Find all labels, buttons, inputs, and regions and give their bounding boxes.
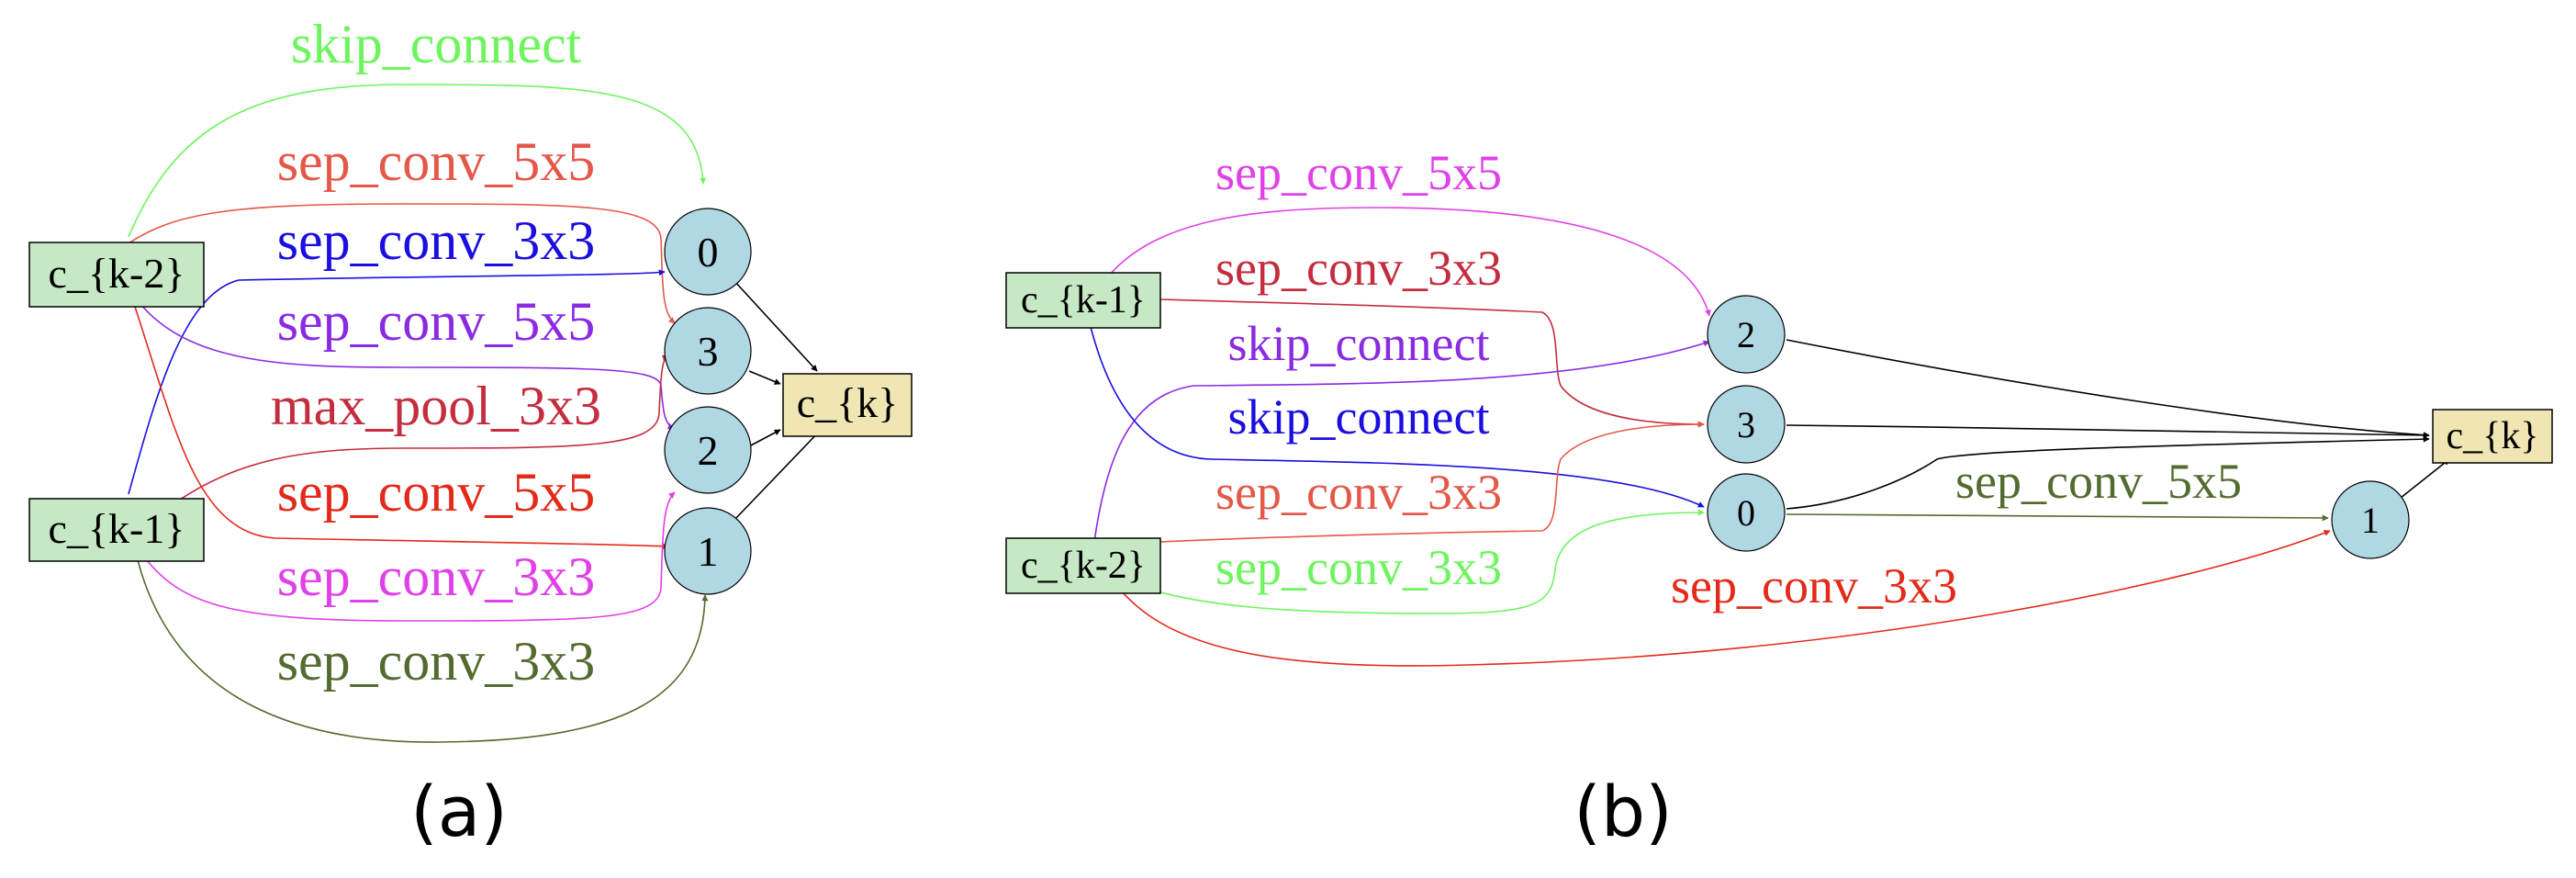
edge-b-sep-conv-3x3-ck2-to-0 [1134,509,1705,614]
edge-label-b-sep-conv-3x3-5: sep_conv_3x3 [1215,540,1502,595]
edge-label-a-max-pool-3x3-4: max_pool_3x3 [271,376,601,436]
edge-a-sep-conv-3x3-ck1-to-1 [137,559,709,743]
edge-a-sep-conv-5x5-ck2-to-2 [128,287,675,430]
edge-label-a-sep-conv-5x5-3: sep_conv_5x5 [277,291,596,352]
op-node-label-a-3: 3 [698,328,719,375]
edge-a-sep-conv-5x5-ck2-to-1 [128,287,669,550]
edge-a-sep-conv-3x3-ck1-to-0 [128,269,666,495]
edge-label-b-sep-conv-5x5-0: sep_conv_5x5 [1215,145,1502,200]
op-node-a-2: 2 [664,406,752,494]
caption-a: (a) [410,771,508,852]
edge-label-b-sep-conv-3x3-7: sep_conv_3x3 [1671,558,1957,613]
edge-b-skip-connect-ck2-to-2 [1093,340,1710,543]
input-label-b-ck1: c_{k-1} [1021,279,1146,321]
edge-label-a-sep-conv-5x5-5: sep_conv_5x5 [277,462,596,523]
output-label-a-ck: c_{k} [797,379,899,426]
op-node-a-3: 3 [664,307,752,395]
diagram-b: sep_conv_5x5 sep_conv_3x3 skip_connect s… [1005,145,2553,852]
edge-b-sep-conv-3x3-ck1-to-3 [1159,298,1705,428]
edge-label-b-sep-conv-5x5-6: sep_conv_5x5 [1955,454,2242,509]
edge-b-2-to-ck [1786,339,2430,439]
op-node-b-3: 3 [1707,385,1786,464]
edge-a-2-to-ck [748,429,781,447]
edge-b-sep-conv-5x5-0-to-1 [1786,513,2329,522]
edge-a-skip-connect-ck2-to-0 [128,84,707,238]
diagram-a: skip_connect sep_conv_5x5 sep_conv_3x3 s… [28,14,913,852]
output-label-b-ck: c_{k} [2447,415,2539,457]
output-node-b-ck: c_{k} [2432,409,2553,464]
output-node-a-ck: c_{k} [782,373,913,437]
edge-label-b-sep-conv-3x3-4: sep_conv_3x3 [1215,465,1502,520]
edge-b-sep-conv-3x3-ck2-to-1 [1121,530,2331,667]
edge-label-b-skip-connect-3: skip_connect [1228,389,1490,445]
op-node-a-0: 0 [664,208,752,296]
edge-label-b-skip-connect-2: skip_connect [1228,316,1490,371]
input-node-a-ck1: c_{k-1} [28,498,205,562]
op-node-b-2: 2 [1707,295,1786,374]
op-node-label-b-1: 1 [2361,500,2380,541]
edge-a-max-pool-3x3-ck1-to-3 [174,355,669,504]
input-label-b-ck2: c_{k-2} [1021,545,1146,587]
input-node-a-ck2: c_{k-2} [28,242,205,308]
op-node-label-b-0: 0 [1737,492,1755,534]
edge-b-3-to-ck [1786,424,2430,439]
caption-b: (b) [1574,771,1673,852]
op-node-label-a-1: 1 [698,528,719,575]
edge-label-a-sep-conv-3x3-2: sep_conv_3x3 [277,210,596,271]
op-node-label-a-0: 0 [698,229,719,276]
op-node-b-0: 0 [1707,473,1786,552]
edge-b-0-to-ck [1786,435,2430,510]
edge-label-a-sep-conv-3x3-6: sep_conv_3x3 [277,546,596,607]
edge-label-a-sep-conv-5x5-1: sep_conv_5x5 [277,131,596,192]
edge-b-sep-conv-5x5-ck1-to-2 [1108,207,1711,317]
input-label-a-ck2: c_{k-2} [49,250,185,297]
op-node-b-1: 1 [2331,480,2410,559]
edge-a-3-to-ck [748,370,781,385]
edge-label-a-skip-connect-0: skip_connect [291,14,582,74]
input-label-a-ck1: c_{k-1} [49,505,185,552]
op-node-label-b-2: 2 [1737,314,1755,355]
edge-label-a-sep-conv-3x3-7: sep_conv_3x3 [277,631,596,692]
input-node-b-ck2: c_{k-2} [1005,537,1161,594]
edge-a-1-to-ck [734,427,823,521]
edge-b-sep-conv-3x3-ck2-to-3 [1159,421,1705,543]
op-node-label-a-2: 2 [698,427,719,474]
edge-b-skip-connect-ck1-to-0 [1090,326,1705,508]
edge-b-1-to-ck [2395,458,2450,502]
edge-label-b-sep-conv-3x3-1: sep_conv_3x3 [1215,241,1502,296]
edge-a-0-to-ck [734,280,818,372]
input-node-b-ck1: c_{k-1} [1005,272,1161,329]
op-node-label-b-3: 3 [1737,404,1755,445]
edge-a-sep-conv-3x3-ck1-to-2 [146,491,676,622]
op-node-a-1: 1 [664,507,752,595]
